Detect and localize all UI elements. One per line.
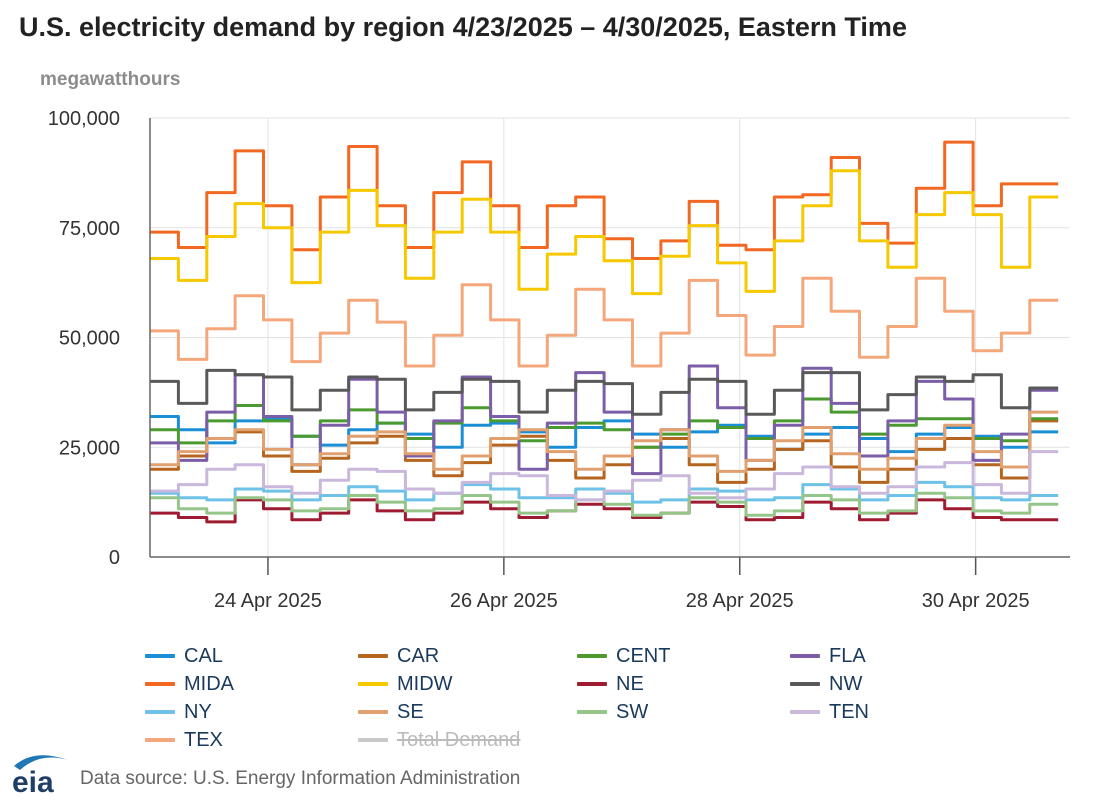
legend-swatch — [145, 654, 175, 658]
chart-title: U.S. electricity demand by region 4/23/2… — [19, 12, 907, 42]
series-line-ten[interactable] — [150, 450, 1059, 502]
legend-swatch — [358, 654, 388, 658]
y-tick-label: 50,000 — [59, 328, 120, 350]
legend-item-tex[interactable]: TEX — [145, 726, 223, 754]
legend-label: FLA — [829, 644, 866, 667]
legend-label: NY — [184, 700, 212, 723]
legend-swatch — [577, 710, 607, 714]
legend-swatch — [790, 654, 820, 658]
y-axis-unit-label: megawatthours — [40, 69, 181, 90]
legend-swatch — [145, 682, 175, 686]
legend-label: NE — [616, 672, 644, 695]
legend-swatch — [145, 710, 175, 714]
legend-label: NW — [829, 672, 863, 695]
legend-label: MIDW — [397, 672, 453, 695]
legend-item-ne[interactable]: NE — [577, 670, 644, 698]
series-line-tex[interactable] — [150, 276, 1059, 368]
legend-swatch — [790, 710, 820, 714]
y-tick-label: 25,000 — [59, 437, 120, 459]
legend-item-fla[interactable]: FLA — [790, 642, 866, 670]
legend-item-midw[interactable]: MIDW — [358, 670, 453, 698]
legend-item-car[interactable]: CAR — [358, 642, 439, 670]
legend-label: CAL — [184, 644, 223, 667]
legend-label: MIDA — [184, 672, 234, 695]
x-tick-label: 24 Apr 2025 — [214, 590, 322, 612]
series-line-nw[interactable] — [150, 368, 1059, 416]
logo-text: eia — [12, 766, 54, 796]
legend-label: Total Demand — [397, 728, 521, 751]
x-tick-label: 28 Apr 2025 — [686, 590, 794, 612]
y-tick-label: 0 — [109, 547, 120, 569]
legend-swatch — [145, 738, 175, 742]
data-source-text: Data source: U.S. Energy Information Adm… — [80, 768, 521, 789]
legend-item-sw[interactable]: SW — [577, 698, 648, 726]
legend-swatch — [358, 738, 388, 742]
x-tick-label: 26 Apr 2025 — [450, 590, 558, 612]
legend-item-cal[interactable]: CAL — [145, 642, 223, 670]
legend-label: SW — [616, 700, 649, 723]
series-line-car[interactable] — [150, 419, 1059, 484]
y-tick-label: 75,000 — [59, 218, 120, 240]
eia-logo-icon[interactable]: eia — [10, 750, 72, 796]
legend-label: SE — [397, 700, 424, 723]
axes-layer: 100,000 75,000 50,000 25,000 0 24 Apr 2025 26 … — [48, 108, 1070, 612]
legend-swatch — [577, 654, 607, 658]
legend-item-se[interactable]: SE — [358, 698, 424, 726]
series-layer — [150, 140, 1059, 524]
series-line-sw[interactable] — [150, 491, 1059, 517]
x-tick-label: 30 Apr 2025 — [922, 590, 1030, 612]
y-tick-label: 100,000 — [48, 108, 120, 130]
legend-label: TEN — [829, 700, 869, 723]
legend-swatch — [358, 682, 388, 686]
legend-item-total-demand[interactable]: Total Demand — [358, 726, 520, 754]
legend-swatch — [358, 710, 388, 714]
legend-swatch — [577, 682, 607, 686]
series-line-midw[interactable] — [150, 169, 1059, 296]
legend-item-ten[interactable]: TEN — [790, 698, 869, 726]
legend-item-mida[interactable]: MIDA — [145, 670, 234, 698]
legend-item-ny[interactable]: NY — [145, 698, 212, 726]
series-line-se[interactable] — [150, 410, 1059, 473]
legend-label: TEX — [184, 728, 223, 751]
legend-swatch — [790, 682, 820, 686]
series-line-mida[interactable] — [150, 140, 1059, 260]
legend-label: CAR — [397, 644, 440, 667]
legend-label: CENT — [616, 644, 671, 667]
legend-item-nw[interactable]: NW — [790, 670, 862, 698]
footer: eia Data source: U.S. Energy Information… — [10, 748, 520, 796]
demand-line-chart[interactable]: 100,000 75,000 50,000 25,000 0 24 Apr 2025 26 … — [0, 0, 1116, 640]
legend-item-cent[interactable]: CENT — [577, 642, 670, 670]
